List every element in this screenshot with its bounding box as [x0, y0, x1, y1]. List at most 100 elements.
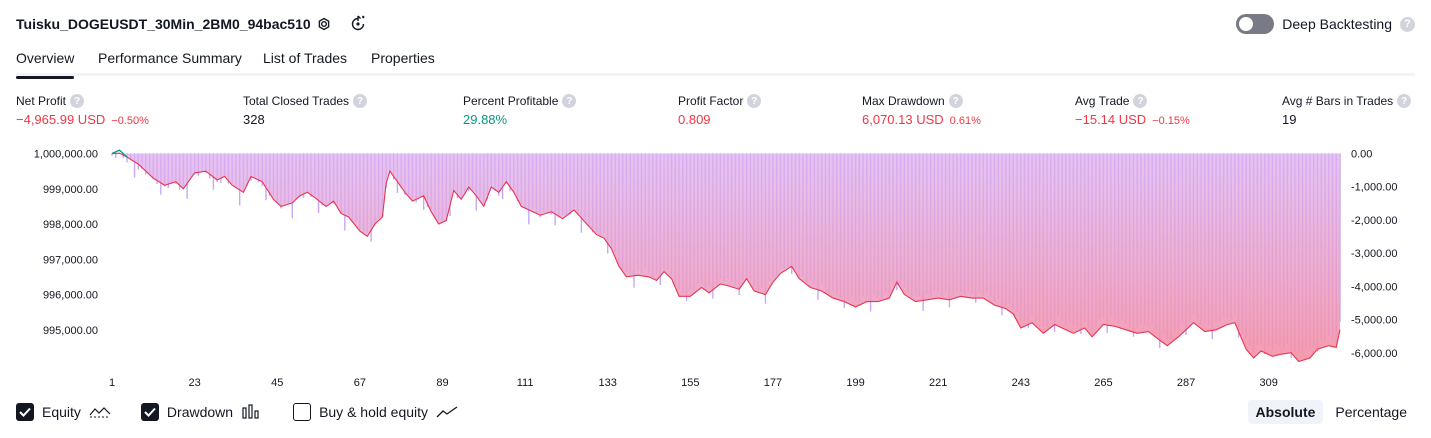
- equity-area: [112, 153, 1340, 362]
- legend-buy-hold[interactable]: Buy & hold equity: [293, 403, 458, 421]
- buy-hold-checkbox[interactable]: [293, 403, 312, 421]
- metric-label: Avg # Bars in Trades: [1282, 94, 1394, 108]
- metric-profit-factor: Profit Factor? 0.809: [678, 94, 762, 127]
- drawdown-bar: [126, 153, 128, 163]
- metric-avg-trade: Avg Trade? −15.14 USD −0.15%: [1075, 94, 1190, 127]
- x-tick-label: 309: [1259, 377, 1277, 389]
- tab-performance-summary[interactable]: Performance Summary: [98, 50, 242, 66]
- report-tabs: Overview Performance Summary List of Tra…: [16, 46, 1415, 79]
- metric-value: 6,070.13 USD: [862, 112, 944, 127]
- help-icon[interactable]: ?: [1397, 94, 1412, 108]
- help-icon[interactable]: ?: [1133, 94, 1148, 108]
- metric-label: Avg Trade: [1075, 94, 1130, 108]
- equity-line-icon: [89, 405, 111, 419]
- help-icon[interactable]: ?: [1400, 16, 1415, 32]
- report-header: Tuisku_DOGEUSDT_30Min_2BM0_94bac510 Deep…: [16, 12, 1415, 38]
- x-tick-label: 243: [1012, 377, 1030, 389]
- left-tick-label: 999,000.00: [43, 184, 98, 196]
- metric-value: 19: [1282, 112, 1297, 127]
- settings-icon[interactable]: [314, 14, 334, 34]
- x-tick-label: 155: [681, 377, 699, 389]
- help-icon[interactable]: ?: [948, 94, 963, 108]
- tab-properties[interactable]: Properties: [371, 50, 435, 66]
- drawdown-bar: [115, 153, 117, 159]
- right-tick-label: -1,000.00: [1351, 182, 1397, 194]
- left-tick-label: 1,000,000.00: [34, 149, 98, 161]
- percentage-button[interactable]: Percentage: [1335, 404, 1407, 420]
- deep-backtesting-toggle[interactable]: [1236, 14, 1275, 34]
- x-tick-label: 133: [599, 377, 617, 389]
- help-icon[interactable]: ?: [562, 94, 577, 108]
- drawdown-checkbox[interactable]: [140, 403, 159, 421]
- metric-value: 0.809: [678, 112, 711, 127]
- metric-value: 29.88%: [463, 112, 508, 127]
- left-tick-label: 995,000.00: [43, 325, 98, 337]
- metric-label: Profit Factor: [678, 94, 744, 108]
- right-axis: 0.00 -1,000.00 -2,000.00 -3,000.00 -4,000.00…: [1351, 148, 1397, 360]
- right-tick-label: 0.00: [1351, 148, 1372, 160]
- drawdown-label: Drawdown: [166, 404, 234, 420]
- drawdown-bar: [133, 153, 136, 178]
- metric-max-drawdown: Max Drawdown? 6,070.13 USD 0.61%: [862, 94, 981, 127]
- x-tick-label: 177: [764, 377, 782, 389]
- help-icon[interactable]: ?: [353, 94, 368, 108]
- metric-sub-value: 0.61%: [949, 115, 981, 127]
- strategy-title: Tuisku_DOGEUSDT_30Min_2BM0_94bac510: [16, 16, 311, 32]
- right-tick-label: -6,000.00: [1351, 348, 1397, 360]
- drawdown-bars-icon: [241, 404, 263, 420]
- right-tick-label: -4,000.00: [1351, 281, 1397, 293]
- left-tick-label: 996,000.00: [43, 290, 98, 302]
- metric-label: Net Profit: [16, 94, 67, 108]
- x-axis: 1 23 45 67 89 111 133 155 177 199 221 243 265 287 309: [109, 377, 1278, 389]
- scale-mode: Absolute Percentage: [1247, 400, 1416, 424]
- metric-total-closed-trades: Total Closed Trades? 328: [243, 94, 368, 127]
- equity-line: [111, 152, 1341, 363]
- left-tick-label: 998,000.00: [43, 219, 98, 231]
- legend-drawdown[interactable]: Drawdown: [140, 403, 263, 421]
- metric-net-profit: Net Profit? −4,965.99 USD −0.50%: [16, 94, 149, 127]
- left-axis: 1,000,000.00 999,000.00 998,000.00 997,000.…: [34, 149, 98, 337]
- metric-label: Total Closed Trades: [243, 94, 350, 108]
- equity-start-segment: [111, 149, 128, 158]
- metric-sub-value: −0.50%: [111, 115, 149, 127]
- x-tick-label: 1: [109, 377, 115, 389]
- x-tick-label: 199: [846, 377, 864, 389]
- metric-value: −15.14 USD: [1075, 112, 1147, 127]
- legend-equity[interactable]: Equity: [16, 403, 111, 421]
- buy-hold-label: Buy & hold equity: [319, 404, 429, 420]
- x-tick-label: 89: [436, 377, 448, 389]
- x-tick-label: 265: [1094, 377, 1112, 389]
- chart-legend: Equity Drawdown Buy & hold equity: [16, 403, 488, 421]
- x-tick-label: 221: [929, 377, 947, 389]
- metric-label: Max Drawdown: [862, 94, 945, 108]
- x-tick-label: 67: [354, 377, 366, 389]
- metric-label: Percent Profitable: [463, 94, 559, 108]
- x-tick-label: 45: [271, 377, 283, 389]
- deep-backtesting: Deep Backtesting ?: [1236, 14, 1415, 34]
- metric-avg-bars-in-trades: Avg # Bars in Trades? 19: [1282, 94, 1412, 127]
- deep-backtesting-label: Deep Backtesting: [1282, 16, 1392, 32]
- buy-hold-line-icon: [436, 405, 458, 419]
- absolute-button[interactable]: Absolute: [1247, 400, 1324, 424]
- tab-list-of-trades[interactable]: List of Trades: [263, 50, 348, 66]
- right-tick-label: -2,000.00: [1351, 215, 1397, 227]
- equity-label: Equity: [42, 404, 81, 420]
- help-icon[interactable]: ?: [70, 94, 85, 108]
- x-tick-label: 287: [1177, 377, 1195, 389]
- equity-drawdown-chart[interactable]: 1,000,000.00 999,000.00 998,000.00 997,000.…: [0, 140, 1431, 395]
- replay-icon[interactable]: [348, 14, 368, 34]
- x-tick-label: 111: [517, 377, 534, 389]
- right-tick-label: -3,000.00: [1351, 248, 1397, 260]
- metric-value: 328: [243, 112, 265, 127]
- metric-value: −4,965.99 USD: [16, 112, 106, 127]
- drawdown-bar: [122, 153, 124, 159]
- help-icon[interactable]: ?: [747, 94, 762, 108]
- x-tick-label: 23: [188, 377, 200, 389]
- right-tick-label: -5,000.00: [1351, 315, 1397, 327]
- metric-percent-profitable: Percent Profitable? 29.88%: [463, 94, 577, 127]
- metric-sub-value: −0.15%: [1152, 115, 1190, 127]
- tab-overview[interactable]: Overview: [16, 50, 75, 79]
- drawdown-bar: [111, 153, 113, 156]
- left-tick-label: 997,000.00: [43, 254, 98, 266]
- equity-checkbox[interactable]: [16, 403, 34, 421]
